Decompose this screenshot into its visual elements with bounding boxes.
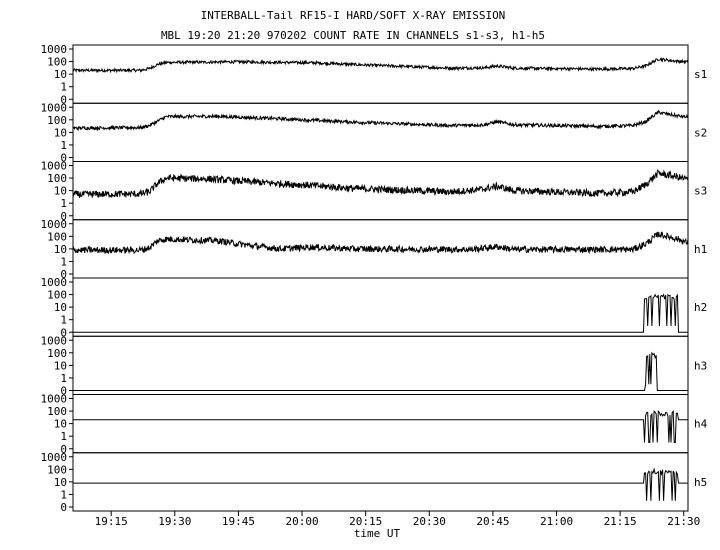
x-tick-label: 19:15 xyxy=(95,515,128,528)
y-tick-label: 100 xyxy=(47,463,67,476)
x-axis: 19:15 19:30 19:45 20:00 20:15 20:30 20:45 21:00… xyxy=(95,511,700,528)
y-tick-label: 1 xyxy=(60,488,67,501)
y-tick-label: 10 xyxy=(54,243,67,256)
channel-label: h4 xyxy=(694,418,708,431)
y-tick-label: 1000 xyxy=(41,101,68,114)
panel-frame xyxy=(72,277,689,337)
x-tick-label: 19:45 xyxy=(222,515,255,528)
series-line-s1 xyxy=(72,57,689,74)
channel-label: h5 xyxy=(694,476,707,489)
x-tick-label: 20:30 xyxy=(413,515,446,528)
y-tick-label: 1 xyxy=(60,139,67,152)
series-line-s3 xyxy=(72,169,689,198)
y-tick-label: 100 xyxy=(47,172,67,185)
y-tick-label: 1 xyxy=(60,314,67,327)
y-tick-label: 10 xyxy=(54,301,67,314)
panel-frame xyxy=(72,102,689,162)
panel-frame xyxy=(72,452,689,512)
panels-group: 10001001010s110001001010s210001001010s31… xyxy=(41,43,708,514)
y-tick-label: 1000 xyxy=(41,276,68,289)
y-tick-label: 10 xyxy=(54,359,67,372)
chart-subtitle: MBL 19:20 21:20 970202 COUNT RATE IN CHA… xyxy=(161,29,545,42)
y-tick-label: 100 xyxy=(47,114,67,127)
channel-label: s1 xyxy=(694,68,707,81)
y-tick-label: 0 xyxy=(60,385,67,398)
series-line-h1 xyxy=(72,231,689,255)
y-tick-label: 100 xyxy=(47,56,67,69)
y-tick-label: 10 xyxy=(54,185,67,198)
y-tick-label: 100 xyxy=(47,347,67,360)
x-tick-label: 20:45 xyxy=(476,515,509,528)
y-tick-label: 1000 xyxy=(41,218,68,231)
y-tick-label: 100 xyxy=(47,405,67,418)
y-tick-label: 0 xyxy=(60,210,67,223)
y-tick-label: 0 xyxy=(60,268,67,281)
channel-label: h3 xyxy=(694,359,707,372)
y-tick-label: 10 xyxy=(54,476,67,489)
panel-frame xyxy=(72,44,689,104)
y-tick-label: 100 xyxy=(47,230,67,243)
x-tick-label: 21:30 xyxy=(667,515,700,528)
channel-label: s3 xyxy=(694,185,707,198)
y-tick-label: 0 xyxy=(60,443,67,456)
y-tick-label: 1 xyxy=(60,255,67,268)
series-line-h5 xyxy=(73,467,688,501)
series-line-h3 xyxy=(73,351,688,391)
y-tick-label: 1000 xyxy=(41,160,68,173)
panel-frame xyxy=(72,335,689,395)
channel-label: h2 xyxy=(694,301,707,314)
y-tick-label: 1000 xyxy=(41,393,68,406)
x-tick-label: 20:00 xyxy=(285,515,318,528)
y-tick-label: 0 xyxy=(60,501,67,514)
series-line-h2 xyxy=(73,293,688,333)
y-tick-label: 0 xyxy=(60,152,67,165)
x-tick-label: 21:00 xyxy=(540,515,573,528)
x-axis-label: time UT xyxy=(354,527,401,540)
y-tick-label: 1 xyxy=(60,81,67,94)
series-line-s2 xyxy=(72,109,689,132)
series-line-h4 xyxy=(73,409,688,443)
y-tick-label: 10 xyxy=(54,126,67,139)
y-tick-label: 1000 xyxy=(41,451,68,464)
y-tick-label: 1000 xyxy=(41,43,68,56)
chart-title: INTERBALL-Tail RF15-I HARD/SOFT X-RAY EM… xyxy=(201,9,506,22)
x-tick-label: 20:15 xyxy=(349,515,382,528)
y-tick-label: 0 xyxy=(60,326,67,339)
x-tick-label: 19:30 xyxy=(158,515,191,528)
channel-label: h1 xyxy=(694,243,707,256)
y-tick-label: 0 xyxy=(60,93,67,106)
channel-label: s2 xyxy=(694,126,707,139)
x-tick-label: 21:15 xyxy=(604,515,637,528)
y-tick-label: 10 xyxy=(54,68,67,81)
y-tick-label: 1 xyxy=(60,197,67,210)
y-tick-label: 100 xyxy=(47,289,67,302)
y-tick-label: 1 xyxy=(60,430,67,443)
panel-frame xyxy=(72,394,689,454)
y-tick-label: 1000 xyxy=(41,334,68,347)
y-tick-label: 10 xyxy=(54,418,67,431)
y-tick-label: 1 xyxy=(60,372,67,385)
